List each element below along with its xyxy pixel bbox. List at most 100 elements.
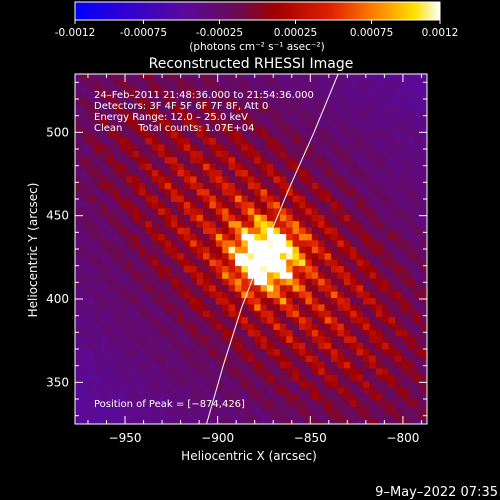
heatmap-cell: [279, 176, 287, 184]
heatmap-cell: [337, 176, 345, 184]
heatmap-cell: [151, 298, 159, 305]
heatmap-cell: [190, 272, 197, 280]
heatmap-cell: [331, 195, 338, 203]
heatmap-cell: [113, 291, 121, 299]
heatmap-cell: [222, 125, 229, 132]
heatmap-cell: [414, 406, 421, 414]
heatmap-cell: [228, 221, 236, 228]
heatmap-cell: [145, 182, 153, 190]
annotation-time-range: 24–Feb–2011 21:48:36.000 to 21:54:36.000: [94, 90, 314, 101]
heatmap-cell: [164, 138, 172, 145]
heatmap-cell: [356, 381, 364, 388]
heatmap-cell: [222, 189, 229, 196]
heatmap-cell: [100, 163, 108, 171]
heatmap-cell: [177, 93, 185, 100]
heatmap-cell: [305, 253, 313, 260]
heatmap-cell: [318, 298, 325, 305]
heatmap-cell: [407, 195, 415, 203]
heatmap-cell: [292, 157, 300, 164]
heatmap-cell: [139, 323, 146, 331]
heatmap-cell: [369, 374, 377, 382]
heatmap-cell: [196, 278, 204, 286]
heatmap-cell: [94, 150, 101, 158]
heatmap-cell: [126, 387, 133, 395]
heatmap-cell: [87, 176, 95, 184]
heatmap-cell: [139, 208, 146, 216]
heatmap-cell: [119, 310, 127, 318]
heatmap-cell: [311, 86, 319, 94]
heatmap-cell: [292, 259, 300, 267]
heatmap-cell: [279, 413, 287, 420]
heatmap-cell: [139, 342, 146, 350]
heatmap-cell: [305, 118, 313, 126]
heatmap-cell: [171, 131, 178, 139]
heatmap-cell: [215, 106, 223, 113]
heatmap-cell: [107, 157, 114, 164]
heatmap-cell: [177, 202, 185, 209]
heatmap-cell: [158, 355, 165, 363]
heatmap-cell: [356, 317, 364, 324]
heatmap-cell: [196, 362, 204, 369]
heatmap-cell: [158, 285, 165, 292]
heatmap-cell: [254, 80, 261, 88]
heatmap-cell: [183, 150, 191, 158]
heatmap-cell: [203, 106, 210, 113]
heatmap-cell: [401, 144, 409, 152]
heatmap-cell: [401, 413, 409, 420]
heatmap-cell: [209, 150, 217, 158]
heatmap-cell: [331, 227, 338, 235]
heatmap-cell: [164, 118, 172, 126]
heatmap-cell: [350, 163, 357, 171]
heatmap-cell: [81, 336, 89, 344]
heatmap-cell: [331, 362, 338, 369]
heatmap-cell: [247, 298, 255, 305]
heatmap-cell: [228, 310, 236, 318]
heatmap-cell: [151, 387, 159, 395]
heatmap-cell: [331, 413, 338, 420]
heatmap-cell: [337, 118, 345, 126]
heatmap-cell: [286, 419, 293, 424]
heatmap-cell: [337, 349, 345, 356]
heatmap-cell: [299, 163, 306, 171]
heatmap-cell: [241, 323, 249, 331]
heatmap-cell: [350, 80, 357, 88]
heatmap-cell: [401, 330, 409, 337]
heatmap-cell: [382, 285, 389, 292]
heatmap-cell: [222, 298, 229, 305]
heatmap-cell: [107, 182, 114, 190]
heatmap-cell: [94, 131, 101, 139]
heatmap-cell: [228, 176, 236, 184]
heatmap-cell: [343, 195, 351, 203]
heatmap-cell: [190, 195, 197, 203]
heatmap-cell: [94, 234, 101, 241]
heatmap-cell: [132, 310, 140, 318]
heatmap-cell: [388, 240, 396, 248]
heatmap-cell: [273, 368, 281, 376]
heatmap-cell: [171, 323, 178, 331]
heatmap-cell: [94, 214, 101, 222]
heatmap-cell: [81, 278, 89, 286]
heatmap-cell: [132, 266, 140, 273]
heatmap-cell: [177, 106, 185, 113]
heatmap-cell: [119, 189, 127, 196]
heatmap-cell: [100, 182, 108, 190]
heatmap-cell: [190, 157, 197, 164]
heatmap-cell: [113, 374, 121, 382]
heatmap-cell: [107, 355, 114, 363]
heatmap-cell: [247, 118, 255, 126]
heatmap-cell: [331, 330, 338, 337]
heatmap-cell: [324, 330, 332, 337]
heatmap-cell: [81, 74, 89, 81]
heatmap-cell: [356, 246, 364, 254]
heatmap-cell: [331, 310, 338, 318]
heatmap-cell: [171, 342, 178, 350]
heatmap-cell: [382, 86, 389, 94]
heatmap-cell: [171, 291, 178, 299]
heatmap-cell: [260, 131, 268, 139]
heatmap-cell: [311, 214, 319, 222]
heatmap-cell: [139, 419, 146, 424]
heatmap-cell: [395, 278, 402, 286]
heatmap-cell: [286, 112, 293, 120]
heatmap-cell: [292, 336, 300, 344]
heatmap-cell: [254, 368, 261, 376]
